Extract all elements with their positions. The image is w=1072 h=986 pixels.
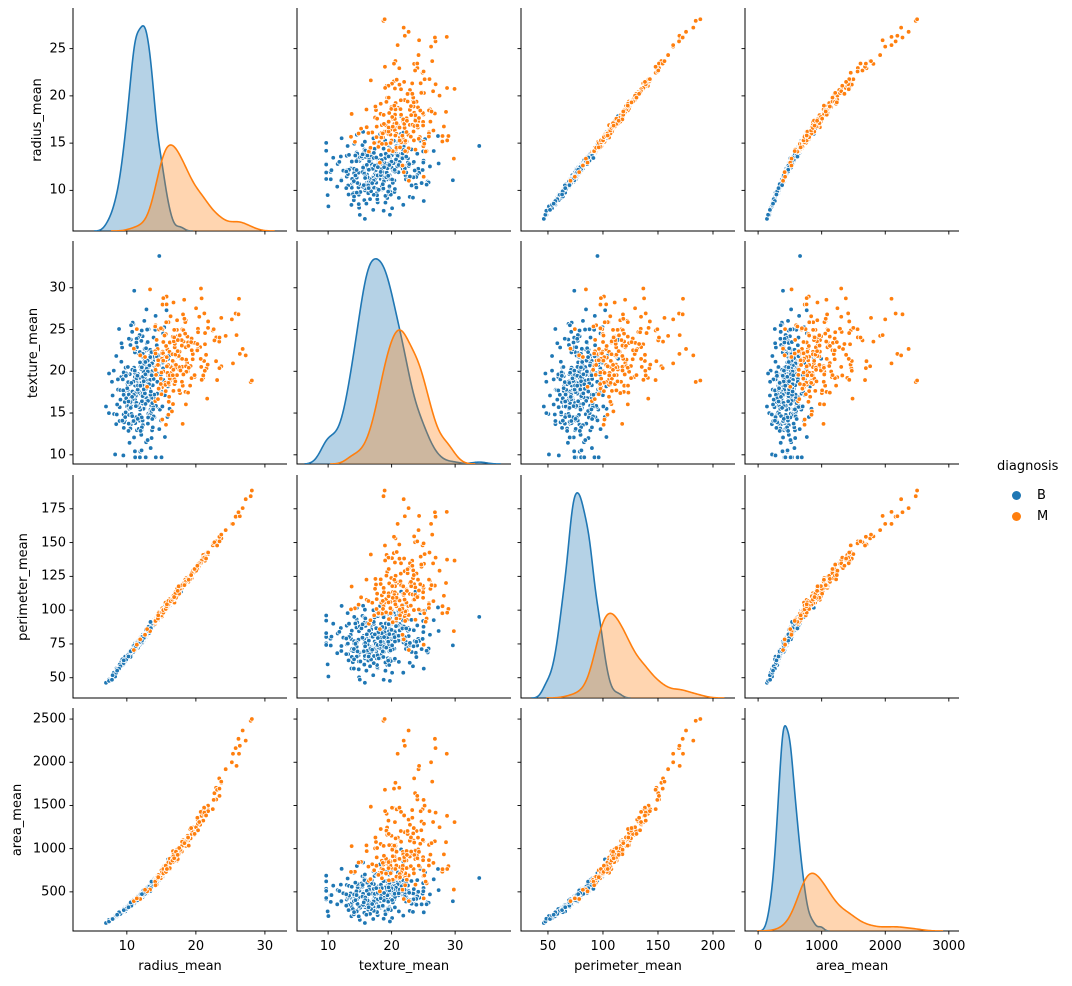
x-tick-label: 200 (700, 939, 726, 954)
x-tick-label: 0 (753, 939, 763, 954)
y-tick-label: 10 (49, 182, 66, 198)
subplot-radius_mean-vs-area_mean (736, 7, 962, 241)
y-tick-label: 25 (49, 322, 66, 338)
y-tick-label: 100 (41, 602, 66, 618)
legend-marker-malignant-icon (1012, 512, 1021, 521)
subplot-perimeter_mean-vs-radius_mean (64, 474, 290, 708)
y-tick-label: 15 (49, 405, 66, 421)
y-axis-label-texture_mean: texture_mean (26, 307, 41, 398)
y-tick-label: 50 (49, 670, 66, 686)
subplot-texture_mean-kde (288, 240, 514, 474)
y-tick-label: 1500 (32, 797, 66, 813)
y-tick-label: 125 (41, 568, 66, 584)
y-tick-label: 20 (49, 363, 66, 379)
subplot-area_mean-vs-radius_mean (64, 707, 290, 941)
y-tick-label: 30 (49, 280, 66, 296)
y-tick-label: 150 (41, 535, 66, 551)
x-tick-label: 30 (256, 939, 274, 954)
subplot-perimeter_mean-vs-texture_mean (288, 474, 514, 708)
legend-label-benign: B (1037, 488, 1046, 503)
subplot-perimeter_mean-vs-area_mean (736, 474, 962, 708)
x-tick-label: 20 (383, 939, 400, 954)
x-axis-label-texture_mean: texture_mean (358, 959, 450, 974)
y-tick-label: 2000 (32, 754, 66, 770)
x-tick-label: 100 (590, 939, 616, 954)
y-tick-label: 175 (41, 501, 66, 517)
subplot-area_mean-vs-texture_mean (288, 707, 514, 941)
x-axis-label-area_mean: area_mean (815, 959, 889, 974)
subplot-area_mean-kde-diag (736, 707, 962, 941)
legend-item-benign: B (997, 485, 1058, 506)
x-tick-label: 10 (118, 939, 136, 954)
subplot-radius_mean-vs-perimeter_mean (512, 7, 738, 241)
subplot-radius_mean-vs-texture_mean (288, 7, 514, 241)
subplot-texture_mean-vs-radius_mean (64, 240, 290, 474)
x-tick-label: 50 (539, 939, 557, 954)
x-tick-label: 30 (446, 939, 464, 954)
x-tick-label: 2000 (868, 939, 902, 954)
y-tick-label: 15 (49, 135, 66, 151)
y-tick-label: 500 (41, 884, 66, 900)
legend-marker-benign-icon (1012, 491, 1021, 500)
y-tick-label: 10 (49, 447, 66, 463)
subplot-area_mean-kde (512, 707, 738, 941)
x-tick-label: 150 (645, 939, 671, 954)
x-axis-label-perimeter_mean: perimeter_mean (574, 959, 682, 974)
legend-item-malignant: M (997, 506, 1058, 527)
y-tick-label: 1000 (32, 841, 66, 857)
subplot-texture_mean-vs-perimeter_mean (512, 240, 738, 474)
legend-label-malignant: M (1037, 509, 1049, 524)
x-tick-label: 10 (319, 939, 337, 954)
subplot-radius_mean-kde (64, 7, 290, 241)
subplot-texture_mean-vs-area_mean (736, 240, 962, 474)
x-axis-label-radius_mean: radius_mean (138, 959, 222, 974)
subplot-perimeter_mean-kde (512, 474, 738, 708)
y-tick-label: 20 (49, 88, 66, 104)
x-tick-label: 1000 (805, 939, 839, 954)
legend: diagnosis B M (997, 459, 1058, 527)
x-tick-label: 3000 (932, 939, 966, 954)
x-tick-label: 20 (187, 939, 205, 954)
y-tick-label: 75 (49, 636, 66, 652)
y-tick-label: 2500 (32, 711, 66, 727)
y-tick-label: 25 (49, 41, 66, 57)
legend-title: diagnosis (997, 459, 1059, 474)
